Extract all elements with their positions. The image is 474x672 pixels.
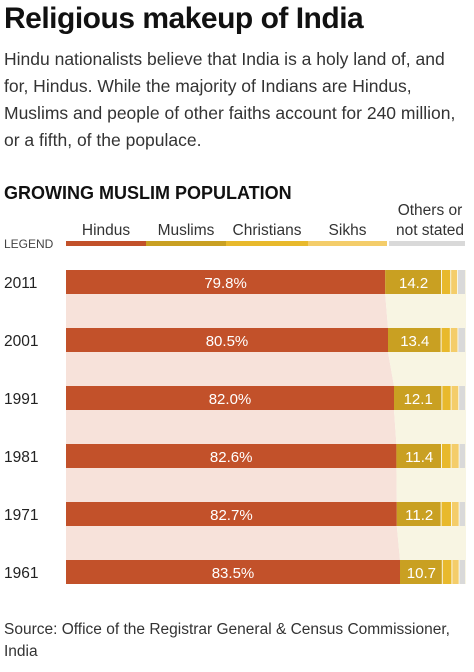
value-label: 12.1: [404, 391, 433, 408]
legend-swatch-christians: [226, 241, 308, 246]
bar-segment-muslims: [388, 328, 441, 352]
value-label: 82.7%: [210, 507, 253, 524]
legend-label-others: Others or not stated: [395, 202, 465, 239]
legend-item-muslims: Muslims: [146, 222, 226, 246]
bar-segment-hindus: [66, 502, 397, 526]
year-label: 1991: [4, 391, 38, 408]
legend-item-hindus: Hindus: [66, 222, 146, 246]
year-label: 1981: [4, 449, 38, 466]
bar-segment-muslims: [400, 560, 442, 584]
section-heading: GROWING MUSLIM POPULATION: [4, 183, 292, 203]
bar-segment-sikhs: [450, 328, 458, 352]
source-note: Source: Office of the Registrar General …: [4, 621, 450, 660]
value-label: 11.4: [405, 449, 433, 466]
legend-label-hindus: Hindus: [81, 222, 131, 239]
bar-segment-hindus: [66, 270, 386, 294]
bar-segment-christians: [441, 328, 450, 352]
bar-segment-hindus: [66, 386, 394, 410]
bar-segment-sikhs: [451, 270, 457, 294]
year-label: 2001: [4, 333, 38, 350]
legend-item-christians: Christians: [226, 222, 308, 246]
legend-swatch-sikhs: [308, 241, 387, 246]
value-label: 14.2: [399, 275, 428, 292]
bar-segment-others-or-not-stated: [458, 270, 465, 294]
bar-segment-sikhs: [452, 560, 459, 584]
bar-segment-christians: [442, 444, 451, 468]
bar-segment-muslims: [396, 502, 441, 526]
value-label: 13.4: [400, 333, 429, 350]
legend-label-sikhs: Sikhs: [328, 222, 367, 239]
bar-segment-christians: [441, 502, 451, 526]
bar-segment-hindus: [66, 328, 388, 352]
bar-segment-sikhs: [451, 444, 459, 468]
bar-segment-muslims: [394, 386, 442, 410]
chart-subtitle: Hindu nationalists believe that India is…: [4, 49, 456, 150]
year-label: 1961: [4, 565, 38, 582]
value-label: 11.2: [405, 507, 433, 524]
bar-segment-others-or-not-stated: [459, 560, 465, 584]
year-label: 1971: [4, 507, 38, 524]
bar-segment-muslims: [396, 444, 441, 468]
chart-title: Religious makeup of India: [4, 2, 364, 35]
bar-segment-hindus: [66, 444, 397, 468]
bar-segment-hindus: [66, 560, 400, 584]
value-label: 10.7: [407, 565, 436, 582]
bar-segment-sikhs: [451, 386, 459, 410]
legend-swatch-others: [389, 241, 465, 246]
value-label: 82.0%: [209, 391, 252, 408]
legend-label-muslims: Muslims: [157, 222, 215, 239]
bar-segment-others-or-not-stated: [458, 328, 465, 352]
legend-swatch-hindus: [66, 241, 146, 246]
bar-segment-christians: [442, 270, 451, 294]
value-label: 82.6%: [210, 449, 253, 466]
year-label: 2011: [4, 275, 37, 292]
legend-swatch-muslims: [146, 241, 226, 246]
stacked-bar-chart: 2011 79.8% 14.2 2001 80.5% 13.4 1991 82.0% 12.1 1…: [4, 270, 466, 584]
legend-label-christians: Christians: [232, 222, 302, 239]
bar-segment-others-or-not-stated: [459, 444, 465, 468]
legend-caption: LEGEND: [4, 237, 54, 251]
value-label: 80.5%: [206, 333, 249, 350]
hindus-band: [66, 270, 400, 584]
value-label: 83.5%: [212, 565, 255, 582]
bar-segment-christians: [442, 560, 452, 584]
bar-segment-others-or-not-stated: [459, 386, 465, 410]
bar-segment-others-or-not-stated: [459, 502, 465, 526]
bar-segment-sikhs: [452, 502, 459, 526]
legend-item-sikhs: Sikhs: [308, 222, 387, 246]
bar-segment-muslims: [385, 270, 441, 294]
bar-segment-christians: [442, 386, 451, 410]
value-label: 79.8%: [204, 275, 247, 292]
